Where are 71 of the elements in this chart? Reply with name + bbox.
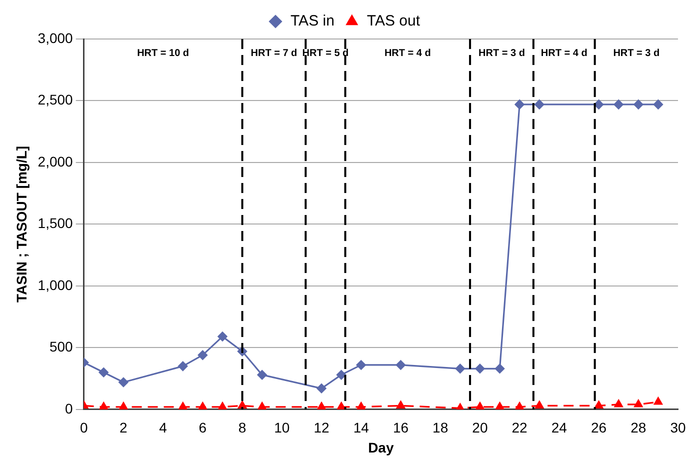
point <box>396 360 406 370</box>
x-tick-label: 16 <box>392 420 409 436</box>
y-tick-label: 1,500 <box>38 215 74 232</box>
point <box>594 100 604 110</box>
x-tick-label: 26 <box>590 420 607 436</box>
x-tick-label: 6 <box>198 420 207 436</box>
point <box>178 402 188 410</box>
point <box>653 100 663 110</box>
x-tick-label: 20 <box>472 420 488 436</box>
point <box>634 100 644 110</box>
point <box>317 402 326 410</box>
point <box>634 400 643 408</box>
x-tick-label: 2 <box>120 420 128 436</box>
point <box>495 402 504 410</box>
point <box>118 377 128 388</box>
point <box>654 397 662 405</box>
point <box>258 402 266 410</box>
point <box>396 400 405 408</box>
x-axis-title: Day <box>368 439 394 456</box>
point <box>356 402 366 410</box>
point <box>614 100 624 110</box>
y-tick-label: 2,000 <box>38 153 74 170</box>
annotation: HRT = 3 d <box>613 48 660 59</box>
point <box>515 402 524 410</box>
x-tick-label: 10 <box>274 420 290 436</box>
legend-label: TAS in <box>290 12 334 30</box>
point <box>514 100 524 110</box>
x-tick-label: 18 <box>432 420 448 436</box>
point <box>494 364 505 374</box>
x-tick-label: 30 <box>670 420 686 436</box>
point <box>257 370 267 380</box>
point <box>535 400 544 408</box>
annotation: HRT = 4 d <box>540 48 588 59</box>
annotation: HRT = 3 d <box>478 48 525 59</box>
y-tick-label: 500 <box>49 338 74 355</box>
point <box>119 402 128 410</box>
point <box>475 364 485 374</box>
point <box>198 350 208 360</box>
y-tick-label: 2,500 <box>38 92 74 108</box>
annotation: HRT = 10 d <box>137 48 190 59</box>
point <box>99 402 108 410</box>
annotation: HRT = 7 d <box>250 48 298 59</box>
annotation: HRT = 4 d <box>384 48 431 59</box>
y-tick-label: 0 <box>65 400 74 416</box>
legend-label: TAS out <box>366 12 421 30</box>
y-tick-label: 3,000 <box>38 30 74 46</box>
point <box>594 400 604 408</box>
point <box>337 402 346 410</box>
point <box>336 370 346 380</box>
y-axis-title: TASIN ; TASOUT [mg/L] <box>13 146 30 302</box>
point <box>356 360 366 370</box>
point <box>178 361 188 371</box>
point <box>218 402 227 410</box>
point <box>614 400 623 408</box>
x-tick-label: 24 <box>551 420 568 436</box>
x-tick-label: 22 <box>512 420 528 436</box>
point <box>238 400 247 408</box>
x-tick-label: 0 <box>80 420 88 436</box>
point <box>218 332 228 342</box>
point <box>98 368 108 378</box>
point <box>476 402 484 410</box>
y-tick-label: 1,000 <box>38 276 74 293</box>
x-tick-label: 12 <box>314 420 330 436</box>
point <box>316 384 326 394</box>
point <box>198 402 207 410</box>
x-tick-label: 8 <box>238 420 246 436</box>
x-tick-label: 14 <box>353 420 370 436</box>
point <box>455 364 465 374</box>
x-tick-label: 28 <box>630 420 646 436</box>
x-tick-label: 4 <box>159 420 168 436</box>
point <box>534 100 544 110</box>
